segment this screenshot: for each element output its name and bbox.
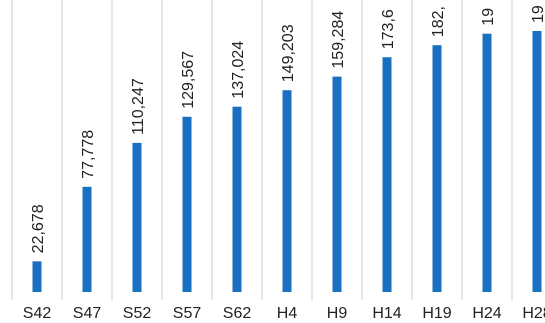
data-label-h14: 173,6: [380, 9, 397, 49]
bar-s62: [232, 106, 242, 292]
data-label-s47: 77,778: [80, 130, 97, 179]
bar-s47: [82, 186, 92, 292]
data-label-s52: 110,247: [130, 78, 147, 135]
x-tick-label-s42: S42: [23, 305, 52, 322]
bar-s42: [32, 261, 42, 292]
data-labels: 22,678 77,778 110,247 129,567 137,024 149,203…: [30, 5, 545, 253]
data-label-s57: 129,567: [180, 51, 197, 109]
bar-h14: [382, 57, 392, 293]
x-tick-label-s47: S47: [73, 305, 102, 322]
bar-h19: [432, 45, 442, 293]
bar-h24: [482, 33, 492, 293]
bar-h4: [282, 90, 292, 293]
bar-h28: [532, 31, 542, 292]
x-tick-label-s52: S52: [123, 305, 152, 322]
x-axis-labels: S42 S47 S52 S57 S62 H4 H9 H14 H19 H24 H28: [23, 305, 545, 322]
data-label-h24: 19: [480, 8, 497, 26]
data-label-h28: 19: [530, 5, 545, 23]
x-tick-label-h9: H9: [327, 305, 348, 322]
bar-s57: [182, 116, 192, 293]
grid-lines: [11, 0, 513, 300]
x-tick-label-h4: H4: [277, 305, 298, 322]
bar-h9: [332, 76, 342, 292]
data-label-s62: 137,024: [230, 41, 247, 99]
x-tick-label-h14: H14: [372, 305, 401, 322]
x-tick-label-s57: S57: [173, 305, 202, 322]
x-tick-label-s62: S62: [223, 305, 252, 322]
x-tick-label-h24: H24: [472, 305, 501, 322]
bar-s52: [132, 142, 142, 292]
data-label-s42: 22,678: [30, 204, 47, 253]
x-tick-label-h19: H19: [422, 305, 451, 322]
bars: [32, 31, 542, 293]
x-tick-label-h28: H28: [522, 305, 545, 322]
data-label-h9: 159,284: [330, 11, 347, 69]
data-label-h4: 149,203: [280, 24, 297, 82]
data-label-h19: 182,: [430, 6, 447, 37]
